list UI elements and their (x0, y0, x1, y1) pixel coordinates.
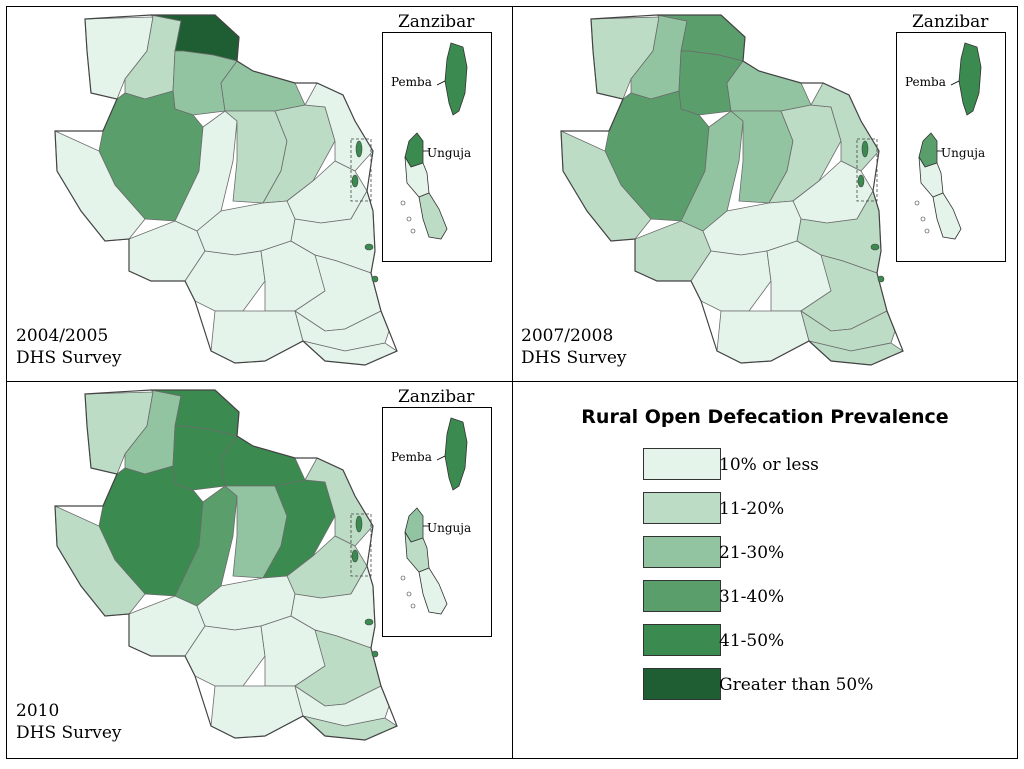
region-5 (220, 60, 306, 112)
unguja-label: Unguja (941, 146, 986, 160)
coastal-island (364, 243, 374, 251)
survey-label: 2004/2005 DHS Survey (16, 325, 122, 369)
region-19 (210, 310, 304, 364)
tanzania-map (560, 14, 904, 366)
coastal-island (355, 140, 363, 158)
coastal-island (351, 174, 359, 188)
survey-name: DHS Survey (16, 723, 122, 743)
country-outline (54, 389, 398, 741)
legend: Rural Open Defecation Prevalence 10% or … (513, 382, 1017, 758)
islet (410, 603, 416, 609)
label-leader-line (950, 80, 960, 86)
country-outline (54, 14, 398, 366)
map-panel-2010: Pemba Unguja Zanzibar 2010 DHS Survey (7, 382, 512, 758)
zanzibar-map (400, 417, 468, 615)
tanzania-map (54, 14, 398, 366)
islet (406, 591, 412, 597)
zanzibar-locator-box (350, 138, 372, 202)
coastal-island (351, 549, 359, 563)
zanzibar-inset: Pemba Unguja (382, 32, 492, 262)
islet (914, 200, 920, 206)
zanzibar-inset: Pemba Unguja (896, 32, 1006, 262)
unguja-label: Unguja (427, 521, 472, 535)
survey-year: 2004/2005 (16, 326, 109, 346)
survey-year: 2010 (16, 701, 60, 721)
legend-label: 21-30% (719, 543, 785, 563)
pemba-label: Pemba (391, 450, 432, 464)
unguja-central (918, 156, 944, 198)
region-5 (220, 435, 306, 487)
legend-title: Rural Open Defecation Prevalence (581, 406, 949, 428)
zanzibar-map (400, 42, 468, 240)
vertical-divider (512, 6, 513, 759)
inset-title: Zanzibar (398, 387, 475, 407)
pemba-label: Pemba (391, 75, 432, 89)
region-19 (210, 685, 304, 739)
legend-swatch (643, 492, 721, 524)
unguja-label: Unguja (427, 146, 472, 160)
legend-label: Greater than 50% (719, 675, 874, 695)
legend-label: 11-20% (719, 499, 785, 519)
legend-swatch (643, 580, 721, 612)
legend-swatch (643, 448, 721, 480)
pemba-island (444, 417, 468, 491)
coastal-island (870, 243, 880, 251)
legend-label: 31-40% (719, 587, 785, 607)
unguja-south (932, 192, 962, 240)
unguja-central (404, 156, 430, 198)
unguja-south (418, 567, 448, 615)
zanzibar-locator-box (350, 513, 372, 577)
label-leader-line (436, 80, 446, 86)
pemba-island (444, 42, 468, 116)
survey-label: 2007/2008 DHS Survey (521, 325, 627, 369)
survey-label: 2010 DHS Survey (16, 700, 122, 744)
legend-swatch (643, 624, 721, 656)
survey-name: DHS Survey (521, 348, 627, 368)
zanzibar-locator-box (856, 138, 878, 202)
region-4 (172, 425, 238, 491)
unguja-south (418, 192, 448, 240)
coastal-island (877, 275, 885, 283)
region-4 (678, 50, 744, 116)
pemba-label: Pemba (905, 75, 946, 89)
horizontal-divider (6, 381, 1018, 382)
coastal-island (371, 650, 379, 658)
islet (924, 228, 930, 234)
coastal-island (364, 618, 374, 626)
country-outline (560, 14, 904, 366)
region-19 (716, 310, 810, 364)
legend-label: 41-50% (719, 631, 785, 651)
coastal-island (861, 140, 869, 158)
legend-swatch (643, 668, 721, 700)
islet (410, 228, 416, 234)
region-4 (172, 50, 238, 116)
islet (406, 216, 412, 222)
islet (920, 216, 926, 222)
pemba-island (958, 42, 982, 116)
inset-title: Zanzibar (912, 12, 989, 32)
label-leader-line (436, 455, 446, 461)
zanzibar-map (914, 42, 982, 240)
legend-label: 10% or less (719, 455, 819, 475)
map-panel-2007-2008: Pemba Unguja Zanzibar 2007/2008 DHS Surv… (513, 7, 1017, 381)
coastal-island (857, 174, 865, 188)
coastal-island (355, 515, 363, 533)
region-5 (726, 60, 812, 112)
map-panel-2004-2005: Pemba Unguja Zanzibar 2004/2005 DHS Surv… (7, 7, 512, 381)
legend-swatch (643, 536, 721, 568)
zanzibar-inset: Pemba Unguja (382, 407, 492, 637)
survey-name: DHS Survey (16, 348, 122, 368)
islet (400, 200, 406, 206)
survey-year: 2007/2008 (521, 326, 614, 346)
islet (400, 575, 406, 581)
tanzania-map (54, 389, 398, 741)
inset-title: Zanzibar (398, 12, 475, 32)
unguja-central (404, 531, 430, 573)
coastal-island (371, 275, 379, 283)
